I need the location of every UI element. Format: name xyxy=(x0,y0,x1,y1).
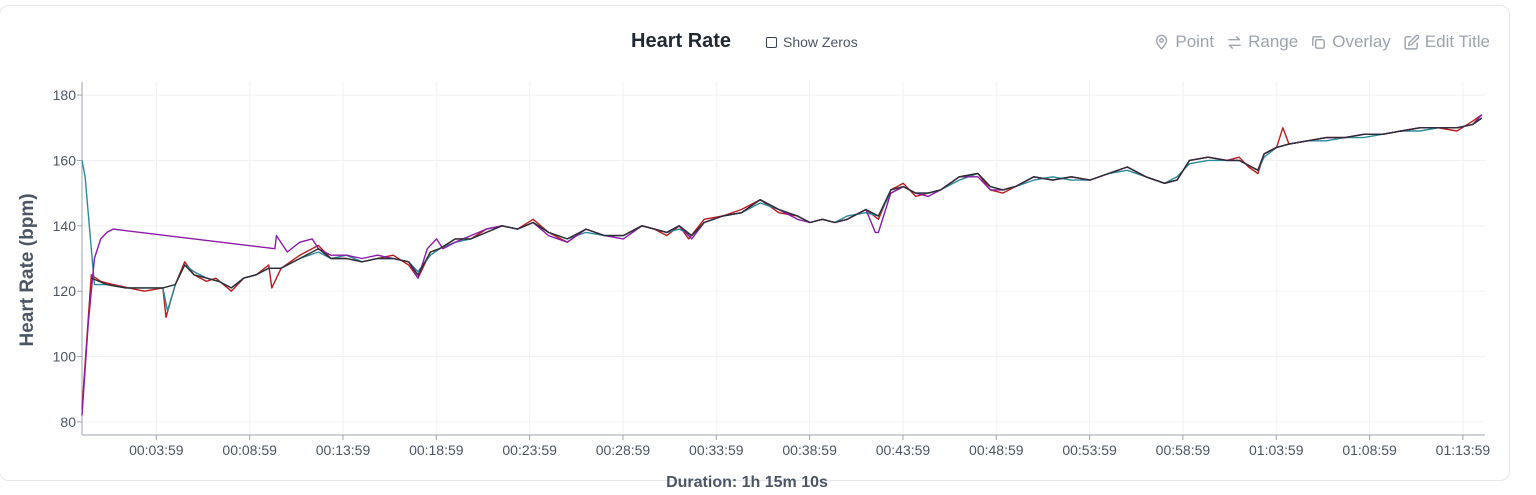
y-axis-label: Heart Rate (bpm) xyxy=(17,193,38,347)
x-tick-label: 01:03:59 xyxy=(1249,442,1304,458)
show-zeros-toggle[interactable]: Show Zeros xyxy=(766,34,858,50)
series-line-3 xyxy=(91,117,1483,289)
x-tick-label: 00:28:59 xyxy=(596,442,651,458)
point-label: Point xyxy=(1175,32,1215,51)
y-tick-label: 120 xyxy=(53,283,77,299)
overlay-button[interactable]: Overlay xyxy=(1310,32,1391,52)
y-tick-label: 80 xyxy=(60,414,76,430)
y-tick-label: 140 xyxy=(53,218,77,234)
chart-card xyxy=(0,5,1510,481)
grid-layer xyxy=(82,82,1485,435)
edit-icon xyxy=(1404,34,1420,50)
point-button[interactable]: Point xyxy=(1153,32,1214,52)
x-tick-label: 00:23:59 xyxy=(502,442,557,458)
x-tick-label: 00:08:59 xyxy=(222,442,277,458)
x-tick-label: 00:33:59 xyxy=(689,442,744,458)
chart-title: Heart Rate xyxy=(631,30,732,52)
x-tick-label: 00:18:59 xyxy=(409,442,464,458)
overlay-label: Overlay xyxy=(1332,32,1391,51)
x-tick-label: 00:38:59 xyxy=(782,442,837,458)
x-tick-label: 01:13:59 xyxy=(1436,442,1491,458)
series-layer xyxy=(81,114,1483,416)
edit-title-label: Edit Title xyxy=(1424,32,1490,51)
show-zeros-checkbox[interactable] xyxy=(766,36,777,48)
y-tick-label: 160 xyxy=(53,152,77,168)
chart-toolbar: Point Range Overlay Edit Title xyxy=(1153,32,1490,52)
y-tick-label: 180 xyxy=(53,87,77,103)
arrows-swap-icon xyxy=(1228,35,1241,49)
axis-layer: 80 100 120 140 160 180 00:03:59 00:08:59 00:13:5… xyxy=(53,82,1491,458)
x-tick-label: 00:43:59 xyxy=(876,442,931,458)
x-tick-label: 00:48:59 xyxy=(969,442,1024,458)
edit-title-button[interactable]: Edit Title xyxy=(1403,32,1490,52)
x-tick-label: 00:03:59 xyxy=(129,442,184,458)
y-tick-label: 100 xyxy=(53,349,77,365)
copy-icon xyxy=(1312,35,1326,49)
series-line-1 xyxy=(81,117,1483,312)
x-axis-label: Duration: 1h 15m 10s xyxy=(666,474,828,491)
chart-header: Heart Rate Show Zeros Point Range Overla… xyxy=(0,28,1536,60)
range-label: Range xyxy=(1248,32,1299,51)
x-tick-label: 01:08:59 xyxy=(1342,442,1397,458)
x-tick-label: 00:58:59 xyxy=(1156,442,1211,458)
series-line-0 xyxy=(81,114,1483,409)
x-tick-label: 00:13:59 xyxy=(316,442,371,458)
map-pin-icon xyxy=(1156,34,1168,50)
series-line-2 xyxy=(81,114,1483,416)
range-button[interactable]: Range xyxy=(1226,32,1298,52)
show-zeros-label: Show Zeros xyxy=(783,34,858,50)
x-tick-label: 00:53:59 xyxy=(1062,442,1117,458)
